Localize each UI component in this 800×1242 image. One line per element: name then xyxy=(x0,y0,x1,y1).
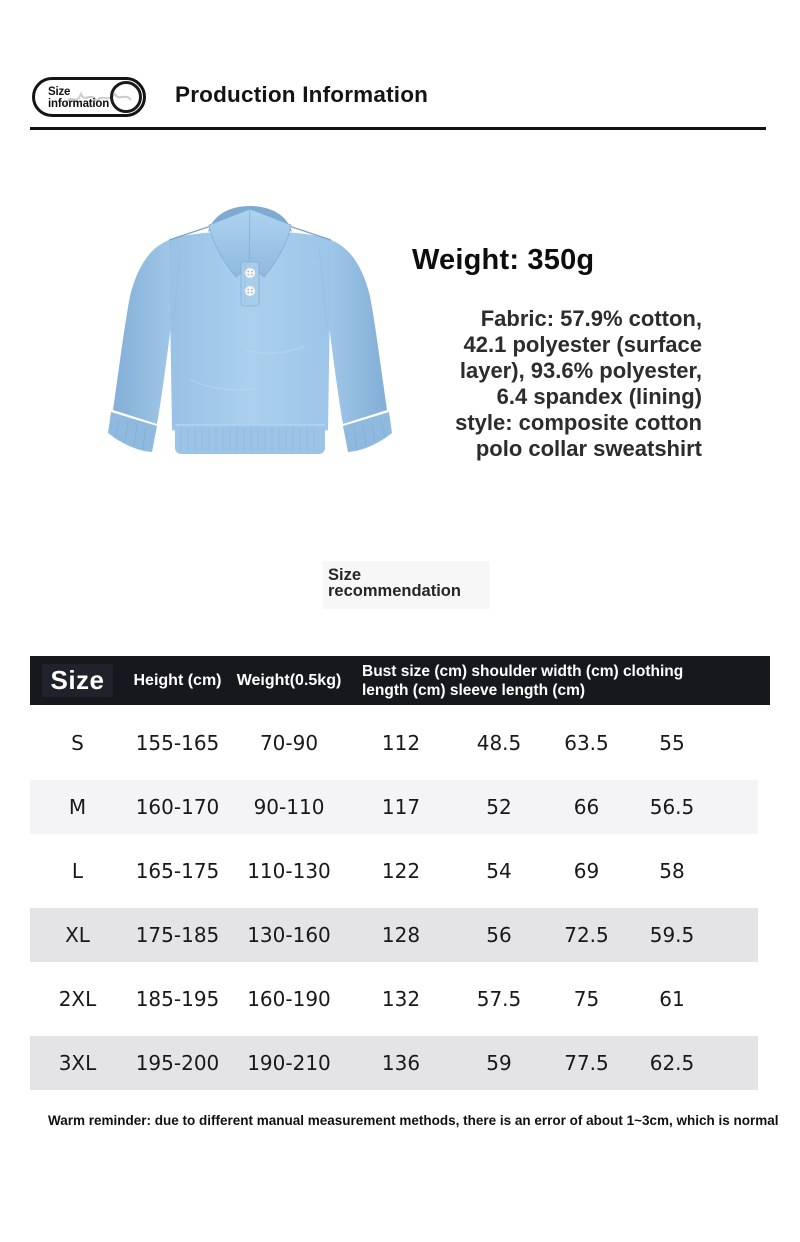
table-row: 3XL 195-200 190-210 136 59 77.5 62.5 xyxy=(30,1031,770,1095)
cell-size: 2XL xyxy=(58,987,97,1011)
cell-sleeve: 59.5 xyxy=(649,923,695,947)
size-table: Size Height (cm) Weight(0.5kg) Bust size… xyxy=(30,656,770,1095)
cell-length: 77.5 xyxy=(564,1051,609,1075)
fabric-line: 6.4 spandex (lining) xyxy=(496,384,702,409)
cell-weight: 90-110 xyxy=(253,795,325,819)
cell-shoulder: 54 xyxy=(486,859,512,883)
product-photo xyxy=(95,180,405,480)
cell-height: 185-195 xyxy=(135,987,220,1011)
fabric-line: polo collar sweatshirt xyxy=(475,436,702,461)
cell-shoulder: 52 xyxy=(486,795,512,819)
cell-length: 63.5 xyxy=(564,731,609,755)
badge-label-line2: information xyxy=(48,98,110,110)
cell-bust: 117 xyxy=(381,795,421,819)
cell-height: 160-170 xyxy=(135,795,220,819)
cell-weight: 160-190 xyxy=(247,987,331,1011)
size-table-body: S 155-165 70-90 112 48.5 63.5 55 M 160-1… xyxy=(30,711,770,1095)
cell-height: 155-165 xyxy=(135,731,220,755)
cell-weight: 70-90 xyxy=(259,731,319,755)
cell-bust: 132 xyxy=(381,987,421,1011)
cell-weight: 130-160 xyxy=(247,923,331,947)
warm-reminder: Warm reminder: due to different manual m… xyxy=(48,1113,779,1128)
badge-label: Size information xyxy=(48,86,109,110)
header-measurements: Bust size (cm) shoulder width (cm) cloth… xyxy=(362,662,684,699)
fabric-line: layer), 93.6% polyester, xyxy=(459,358,702,383)
badge-circle-icon xyxy=(110,81,142,113)
fabric-line: style: composite cotton xyxy=(455,410,702,435)
size-recommendation-line2: recommendation xyxy=(328,582,461,600)
cell-bust: 128 xyxy=(381,923,421,947)
weight-heading: Weight: 350g xyxy=(412,244,595,276)
header-weight: Weight(0.5kg) xyxy=(236,671,342,689)
cell-sleeve: 55 xyxy=(659,731,685,755)
cell-size: M xyxy=(68,795,87,819)
cell-shoulder: 48.5 xyxy=(476,731,522,755)
table-row: S 155-165 70-90 112 48.5 63.5 55 xyxy=(30,711,770,775)
cell-sleeve: 56.5 xyxy=(649,795,695,819)
cell-shoulder: 57.5 xyxy=(476,987,522,1011)
header-size: Size xyxy=(42,664,113,697)
cell-height: 195-200 xyxy=(135,1051,220,1075)
cell-size: S xyxy=(71,731,84,755)
page-title: Production Information xyxy=(175,82,429,107)
table-row: M 160-170 90-110 117 52 66 56.5 xyxy=(30,775,770,839)
table-row: 2XL 185-195 160-190 132 57.5 75 61 xyxy=(30,967,770,1031)
cell-sleeve: 62.5 xyxy=(649,1051,695,1075)
table-row: XL 175-185 130-160 128 56 72.5 59.5 xyxy=(30,903,770,967)
cell-height: 175-185 xyxy=(135,923,220,947)
cell-length: 72.5 xyxy=(564,923,609,947)
cell-size: L xyxy=(71,859,84,883)
cell-shoulder: 59 xyxy=(486,1051,512,1075)
buttons xyxy=(244,267,256,297)
cell-weight: 110-130 xyxy=(247,859,331,883)
table-row: L 165-175 110-130 122 54 69 58 xyxy=(30,839,770,903)
size-recommendation-line1: Size xyxy=(328,566,362,584)
cell-height: 165-175 xyxy=(135,859,220,883)
badge-label-line1: Size xyxy=(48,86,71,98)
cell-sleeve: 58 xyxy=(659,859,685,883)
sweatshirt-illustration xyxy=(108,206,392,454)
size-information-badge: Size information xyxy=(32,77,146,117)
size-recommendation-label: Size recommendation xyxy=(323,561,490,609)
header-height: Height (cm) xyxy=(133,671,222,689)
fabric-line: 42.1 polyester (surface xyxy=(463,332,702,357)
cell-bust: 136 xyxy=(381,1051,421,1075)
cell-weight: 190-210 xyxy=(247,1051,331,1075)
header-divider xyxy=(30,127,766,130)
size-table-header: Size Height (cm) Weight(0.5kg) Bust size… xyxy=(30,656,770,705)
cell-bust: 112 xyxy=(381,731,421,755)
cell-length: 66 xyxy=(573,795,600,819)
cell-size: 3XL xyxy=(58,1051,97,1075)
fabric-line: Fabric: 57.9% cotton, xyxy=(480,306,702,331)
cell-sleeve: 61 xyxy=(659,987,685,1011)
cell-size: XL xyxy=(65,923,90,947)
cell-bust: 122 xyxy=(381,859,421,883)
cell-length: 69 xyxy=(573,859,600,883)
cell-length: 75 xyxy=(573,987,600,1011)
cell-shoulder: 56 xyxy=(486,923,512,947)
fabric-description: Fabric: 57.9% cotton, 42.1 polyester (su… xyxy=(398,306,702,462)
